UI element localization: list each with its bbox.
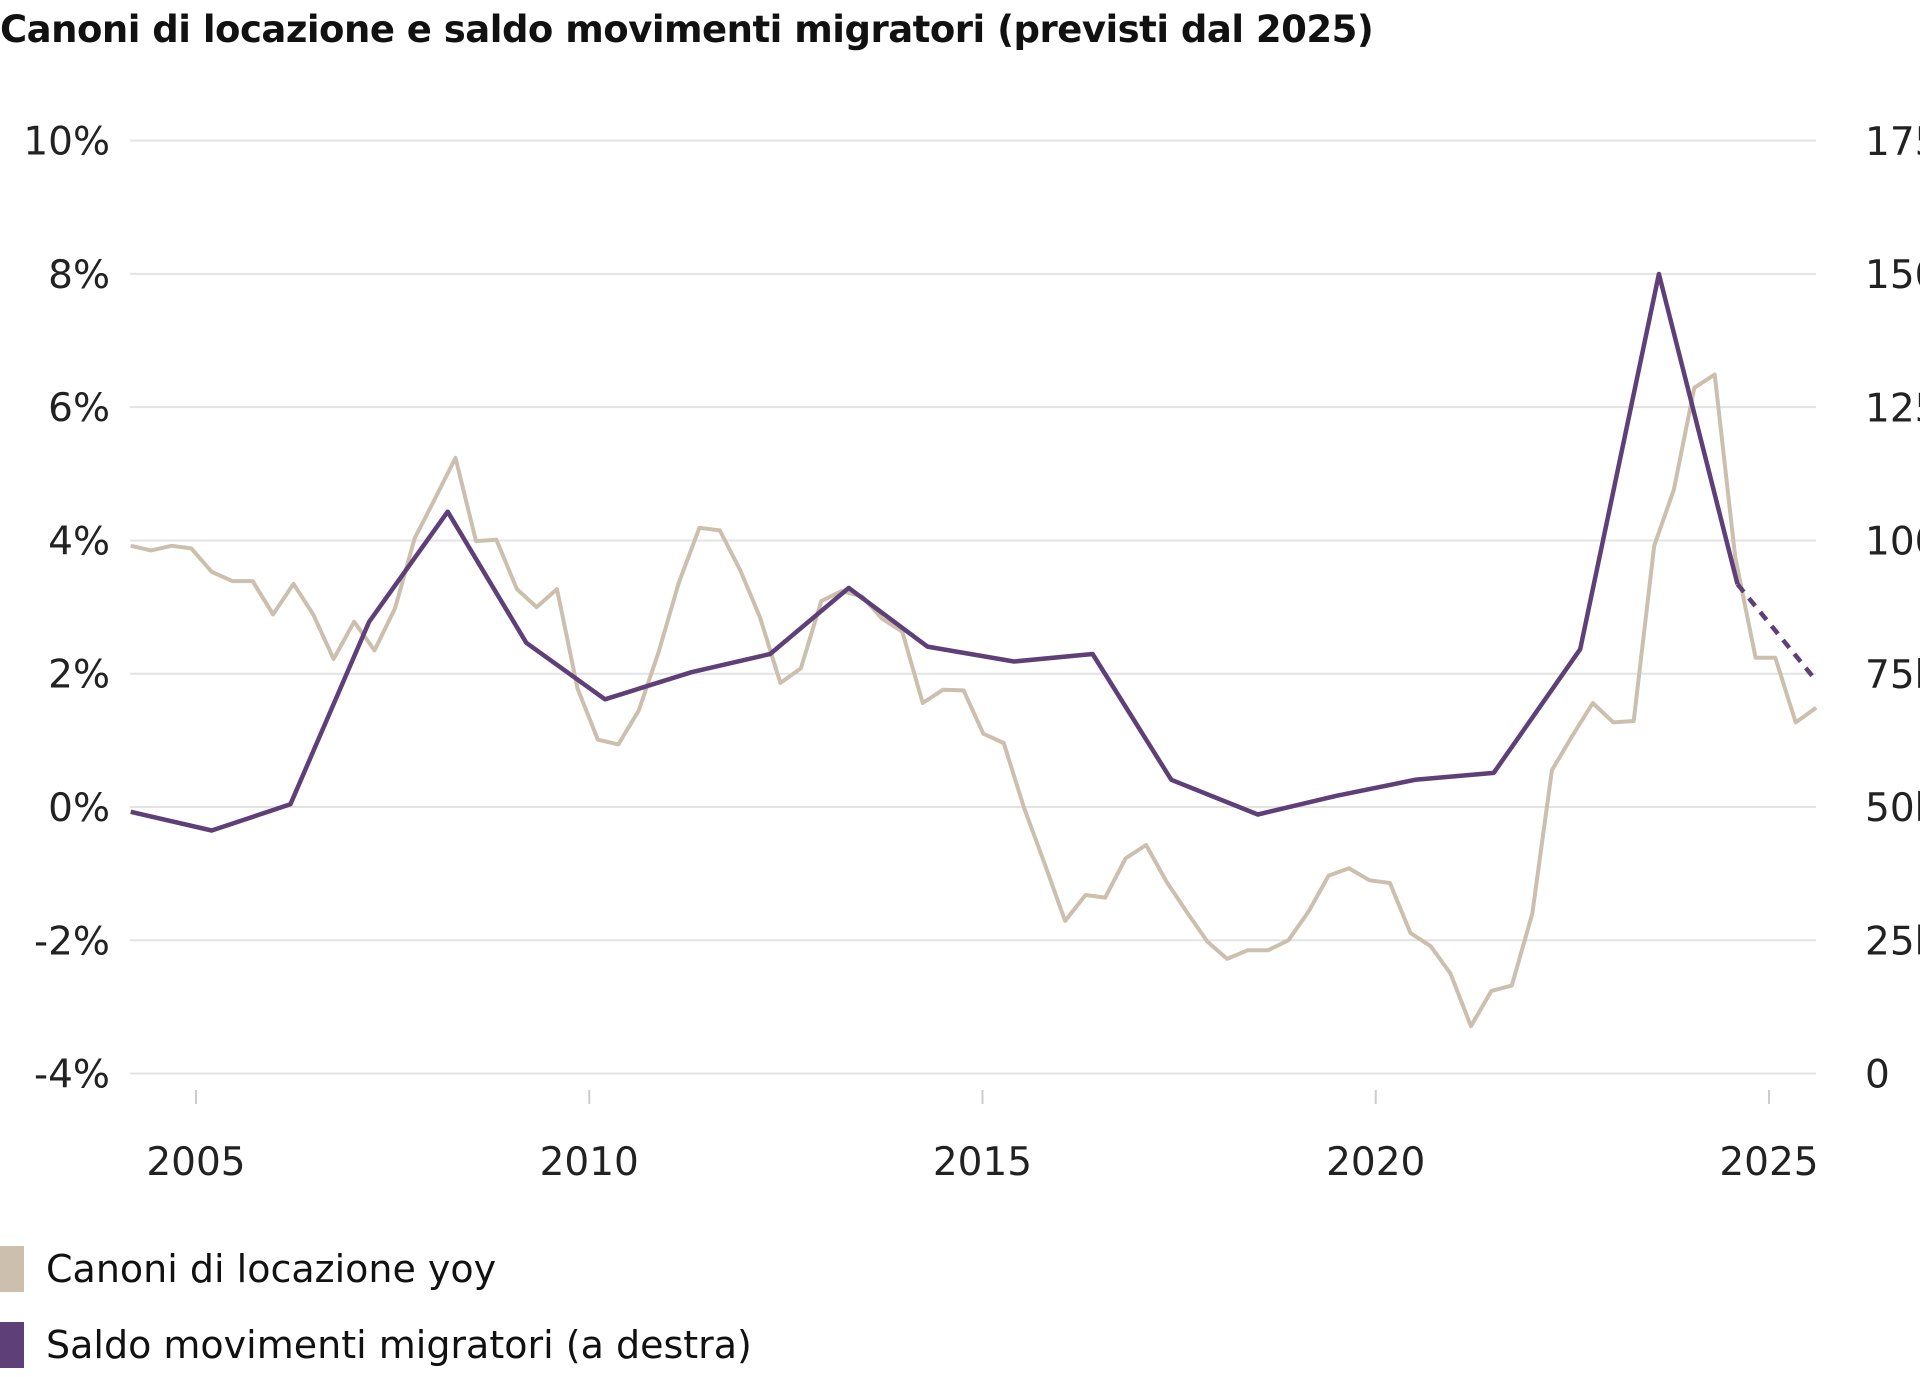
- y-right-tick-label: 25k: [1865, 919, 1920, 964]
- x-tick-label: 2005: [146, 1140, 245, 1185]
- y-right-tick-label: 150k: [1865, 253, 1920, 298]
- x-tick-label: 2020: [1326, 1140, 1425, 1185]
- y-right-tick-label: 50k: [1865, 786, 1920, 831]
- y-left-tick-label: 2%: [48, 653, 110, 698]
- y-right-tick-label: 0: [1865, 1053, 1890, 1098]
- x-tick-label: 2025: [1719, 1140, 1818, 1185]
- migration-line: [130, 271, 1740, 833]
- y-left-tick-label: 10%: [23, 120, 110, 165]
- legend-swatch-migration: [0, 1322, 24, 1368]
- y-left-tick-label: -4%: [34, 1053, 110, 1098]
- x-tick-label: 2010: [540, 1140, 639, 1185]
- y-left-tick-label: 4%: [48, 519, 110, 564]
- migration-forecast-line: [1735, 582, 1818, 683]
- rent-yoy-line: [130, 372, 1818, 1029]
- y-left-tick-label: 6%: [48, 386, 110, 431]
- legend-label-rent: Canoni di locazione yoy: [46, 1247, 497, 1291]
- chart-title: Canoni di locazione e saldo movimenti mi…: [0, 8, 1374, 51]
- legend-item-rent: Canoni di locazione yoy: [0, 1246, 496, 1292]
- legend-swatch-rent: [0, 1246, 24, 1292]
- y-left-tick-label: -2%: [34, 919, 110, 964]
- x-tick-label: 2015: [933, 1140, 1032, 1185]
- y-right-tick-label: 75k: [1865, 653, 1920, 698]
- legend-item-migration: Saldo movimenti migratori (a destra): [0, 1322, 752, 1368]
- y-right-tick-label: 100k: [1865, 520, 1920, 565]
- y-left-tick-label: 0%: [48, 786, 110, 831]
- legend-label-migration: Saldo movimenti migratori (a destra): [46, 1323, 752, 1367]
- y-right-tick-label: 175k: [1865, 120, 1920, 165]
- y-left-tick-label: 8%: [48, 253, 110, 298]
- y-right-tick-label: 125k: [1865, 386, 1920, 431]
